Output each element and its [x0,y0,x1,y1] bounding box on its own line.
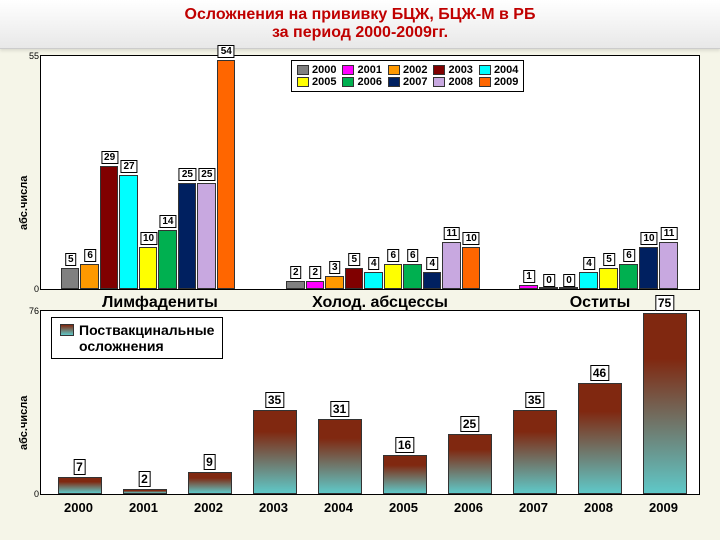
chart1-bar-label: 6 [623,249,635,262]
chart2-bar [578,383,622,494]
chart2-xlabel: 2007 [504,500,564,515]
chart1-bar-label: 11 [661,227,678,240]
chart2-xlabel: 2008 [569,500,629,515]
chart1-bar [119,175,137,289]
chart2-xlabel: 2006 [439,500,499,515]
chart1-bar-label: 0 [543,274,555,287]
chart1-bar [579,272,598,289]
chart2-ytick-0: 0 [34,489,41,499]
chart2-bar [448,434,492,494]
chart2-bar [383,455,427,494]
chart2-bar [188,472,232,494]
chart1: 5 5 0 2000 2001 2002 2003 2004 2005 2006 … [40,55,700,290]
chart1-bar-label: 1 [523,270,535,283]
chart1-bar [403,264,422,289]
chart2-bar-label: 35 [265,392,284,408]
chart2-bar-label: 75 [655,295,674,311]
chart2-bar-label: 25 [460,416,479,432]
chart2-ylabel: абс.числа [18,396,30,450]
chart1-bar [139,247,157,289]
chart1-bar [539,287,558,289]
chart1-bar [80,264,98,289]
chart1-bar [286,281,305,289]
chart1-bar-label: 11 [443,227,460,240]
chart2-bar [123,489,167,494]
chart1-bar-label: 5 [65,253,77,266]
chart1-bar-label: 25 [198,168,215,181]
chart2-xlabel: 2005 [374,500,434,515]
chart1-bar [61,268,79,289]
chart1-bar-label: 25 [179,168,196,181]
chart1-bar [178,183,196,289]
chart2-bar-label: 2 [138,471,151,487]
chart1-bar-label: 2 [290,266,302,279]
chart2-bar [513,410,557,494]
chart1-bar [325,276,344,289]
chart1-legend: 2000 2001 2002 2003 2004 2005 2006 2007 … [291,60,524,92]
chart1-bar-label: 5 [348,253,360,266]
title-bar: Осложнения на прививку БЦЖ, БЦЖ-М в РБ з… [0,0,720,49]
chart1-bar-label: 4 [426,257,438,270]
chart1-ytick-0: 0 [34,284,41,294]
chart2-bar-label: 9 [203,454,216,470]
chart1-ytick-55: 55 [29,51,41,61]
chart1-bar-label: 6 [84,249,96,262]
chart1-bar-label: 0 [563,274,575,287]
chart1-bar-label: 6 [387,249,399,262]
chart1-bar-label: 5 [603,253,615,266]
chart2-xlabel: 2003 [244,500,304,515]
chart1-bar-label: 10 [640,232,657,245]
chart1-bar [559,287,578,289]
chart1-bar [100,166,118,289]
title-line2: за период 2000-2009гг. [0,24,720,42]
chart1-bar-label: 10 [463,232,480,245]
chart2-bar-label: 7 [73,459,86,475]
chart1-bar-label: 4 [368,257,380,270]
chart1-bar-label: 27 [120,160,137,173]
chart1-bar [158,230,176,289]
chart1-ylabel: абс.числа [18,176,30,230]
chart2-bar [643,313,687,494]
chart1-bar [442,242,461,289]
chart2-ytick-76: 76 [29,306,41,316]
chart1-bar [639,247,658,289]
chart1-bar-label: 14 [159,215,176,228]
chart1-bar [462,247,481,289]
chart1-bar [659,242,678,289]
chart1-bar [384,264,403,289]
chart2-bar [253,410,297,494]
chart1-bar [423,272,442,289]
chart1-bar-label: 3 [329,261,341,274]
chart1-bar [599,268,618,289]
chart1-bar-label: 2 [309,266,321,279]
chart2-bar-label: 31 [330,401,349,417]
chart1-bar-label: 6 [407,249,419,262]
chart2-bar-label: 35 [525,392,544,408]
chart1-bar [306,281,325,289]
chart1-bar [519,285,538,289]
chart2: 76 0 Поствакцинальные осложнения 7293531… [40,310,700,495]
chart2-xlabel: 2002 [179,500,239,515]
chart2-xlabel: 2009 [634,500,694,515]
chart1-bar [345,268,364,289]
chart2-xlabel: 2001 [114,500,174,515]
chart2-legend: Поствакцинальные осложнения [51,317,223,359]
chart2-bar [318,419,362,494]
title-line1: Осложнения на прививку БЦЖ, БЦЖ-М в РБ [0,6,720,24]
chart1-bar-label: 29 [101,151,118,164]
chart1-bar-label: 10 [140,232,157,245]
chart1-bar [364,272,383,289]
chart1-bar [197,183,215,289]
chart1-bar [217,60,235,289]
chart2-xlabel: 2000 [49,500,109,515]
chart2-bar-label: 46 [590,365,609,381]
chart1-bar-label: 4 [583,257,595,270]
chart2-bar [58,477,102,494]
chart2-xlabel: 2004 [309,500,369,515]
chart1-bar [619,264,638,289]
chart1-bar-label: 54 [218,45,235,58]
chart2-bar-label: 16 [395,437,414,453]
